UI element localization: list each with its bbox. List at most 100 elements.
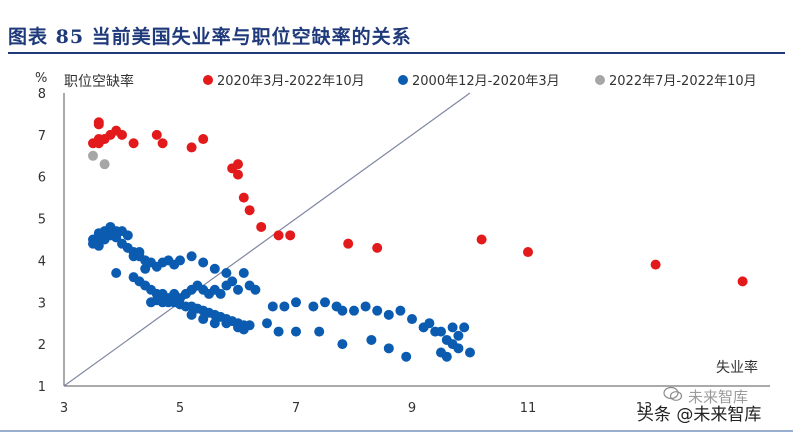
data-point xyxy=(476,234,487,245)
data-point xyxy=(337,305,348,316)
data-point xyxy=(134,247,145,258)
data-point xyxy=(459,322,470,333)
y-tick-label: 4 xyxy=(38,254,46,269)
data-point xyxy=(279,301,290,312)
y-tick-label: 8 xyxy=(38,87,46,102)
x-tick-label: 3 xyxy=(60,401,68,416)
data-point xyxy=(650,259,661,270)
legend-marker xyxy=(203,75,213,85)
data-point xyxy=(122,230,133,241)
data-point xyxy=(238,267,249,278)
x-tick-label: 5 xyxy=(176,401,184,416)
y-tick-label: 1 xyxy=(38,380,46,395)
data-point xyxy=(233,169,243,180)
data-point xyxy=(273,230,284,241)
data-point xyxy=(233,284,243,295)
data-point xyxy=(256,221,267,232)
data-point xyxy=(186,142,197,153)
data-point xyxy=(407,314,417,325)
tick-labels: 3 5 7 9 11 13 1 2 3 4 5 6 7 8 xyxy=(38,87,653,416)
data-point xyxy=(320,297,330,308)
legend-marker xyxy=(595,75,605,85)
data-point xyxy=(285,230,296,241)
data-point xyxy=(349,305,359,316)
title-divider xyxy=(8,52,785,54)
legend-label: 2000年12月-2020年3月 xyxy=(412,74,560,89)
wechat-icon xyxy=(663,386,683,401)
data-point xyxy=(453,343,464,354)
data-point xyxy=(175,255,185,266)
data-point xyxy=(209,263,220,274)
data-point xyxy=(198,314,209,325)
data-point xyxy=(198,134,209,145)
y-tick-label: 5 xyxy=(38,213,46,228)
data-point xyxy=(366,334,377,345)
data-point xyxy=(99,159,110,170)
data-point xyxy=(238,324,249,335)
y-tick-label: 6 xyxy=(38,171,46,186)
data-point xyxy=(395,305,406,316)
data-point xyxy=(221,267,232,278)
data-point xyxy=(465,347,475,358)
data-point xyxy=(401,351,412,362)
chart-axes xyxy=(63,93,770,387)
legend-label: 2022年7月-2022年10月 xyxy=(609,74,757,89)
data-point xyxy=(238,192,249,203)
legend: 2020年3月-2022年10月 2000年12月-2020年3月 2022年7月-… xyxy=(203,74,757,89)
data-point xyxy=(250,284,261,295)
data-points xyxy=(88,117,748,362)
x-tick-label: 7 xyxy=(292,401,300,416)
data-point xyxy=(314,326,325,337)
data-point xyxy=(221,318,232,329)
x-tick-label: 9 xyxy=(408,401,416,416)
data-point xyxy=(308,301,319,312)
data-point xyxy=(291,326,301,337)
data-point xyxy=(360,301,371,312)
x-tick-label: 13 xyxy=(636,401,653,416)
data-point xyxy=(88,150,98,161)
data-point xyxy=(383,343,394,354)
figure-title: 图表 85 当前美国失业率与职位空缺率的关系 xyxy=(8,26,412,48)
data-point xyxy=(93,117,104,128)
data-point xyxy=(436,326,446,337)
data-point xyxy=(140,263,151,274)
data-point xyxy=(215,288,226,299)
data-point xyxy=(209,318,220,329)
data-point xyxy=(198,257,209,268)
data-point xyxy=(186,251,197,262)
y-tick-label: 3 xyxy=(38,296,46,311)
legend-label: 2020年3月-2022年10月 xyxy=(217,74,365,89)
data-point xyxy=(291,297,301,308)
data-point xyxy=(372,305,383,316)
data-point xyxy=(244,205,255,216)
legend-marker xyxy=(398,75,408,85)
x-axis-label: 失业率 xyxy=(716,359,758,376)
watermark-source: 头条 @未来智库 xyxy=(637,405,762,425)
y-tick-label: 7 xyxy=(38,129,46,144)
data-point xyxy=(267,301,278,312)
data-point xyxy=(273,326,284,337)
data-point xyxy=(737,276,748,287)
data-point xyxy=(157,138,168,149)
data-point xyxy=(343,238,354,249)
x-tick-label: 11 xyxy=(520,401,537,416)
data-point xyxy=(441,351,452,362)
bottom-divider xyxy=(0,430,793,432)
data-point xyxy=(424,318,435,329)
data-point xyxy=(117,129,127,140)
data-point xyxy=(227,276,238,287)
data-point xyxy=(337,339,348,350)
data-point xyxy=(186,309,197,320)
data-point xyxy=(111,267,122,278)
data-point xyxy=(447,322,458,333)
data-point xyxy=(523,247,533,258)
y-axis-label: 职位空缺率 xyxy=(64,73,134,90)
y-tick-label: 2 xyxy=(38,338,46,353)
data-point xyxy=(453,330,464,341)
data-point xyxy=(383,309,394,320)
data-point xyxy=(233,159,243,170)
data-point xyxy=(128,138,139,149)
watermark-label: 未来智库 xyxy=(688,388,749,406)
reference-diagonal-line xyxy=(63,92,471,387)
y-axis-unit: % xyxy=(35,71,47,86)
